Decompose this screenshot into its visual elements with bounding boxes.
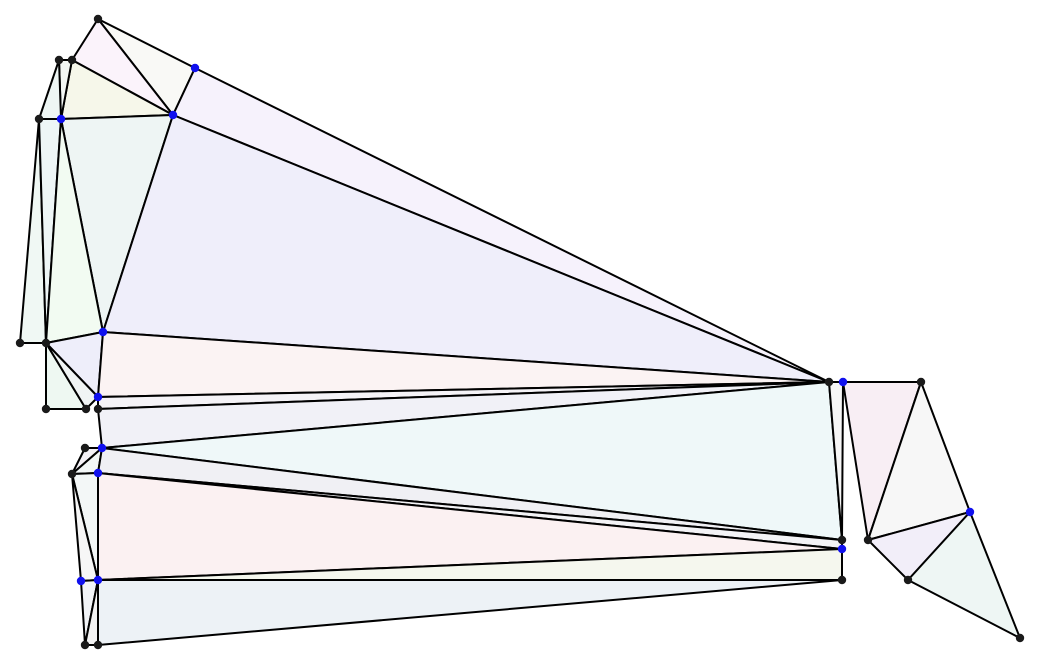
black-vertex-28 [837,575,847,585]
mesh-triangles [19,18,1021,646]
black-vertex-8 [41,338,51,348]
blue-vertex-1 [190,63,200,73]
blue-vertex-20 [93,468,103,478]
mesh-triangle-33 [97,579,843,646]
black-vertex-30 [93,640,103,650]
black-vertex-23 [863,535,873,545]
blue-vertex-6 [168,110,178,120]
mesh-triangle-22 [907,511,1021,639]
mesh-triangle-18 [828,381,844,541]
black-vertex-19 [67,469,77,479]
blue-vertex-18 [97,443,107,453]
blue-vertex-5 [56,114,66,124]
mesh-triangle-5 [38,59,62,120]
black-vertex-10 [41,404,51,414]
blue-vertex-22 [837,544,847,554]
black-vertex-14 [824,377,834,387]
black-vertex-13 [93,404,103,414]
blue-vertex-15 [838,377,848,387]
black-vertex-16 [916,377,926,387]
mesh-vertices [15,14,1025,650]
blue-vertex-26 [76,576,86,586]
black-vertex-3 [67,55,77,65]
blue-vertex-12 [93,392,103,402]
black-vertex-7 [15,338,25,348]
black-vertex-17 [80,443,90,453]
black-vertex-0 [93,14,103,24]
black-vertex-29 [80,640,90,650]
mesh-triangle-13 [45,342,99,410]
black-vertex-11 [81,404,91,414]
blue-vertex-24 [965,507,975,517]
black-vertex-31 [1015,633,1025,643]
black-vertex-2 [54,55,64,65]
blue-vertex-9 [98,327,108,337]
blue-vertex-27 [93,575,103,585]
black-vertex-21 [837,535,847,545]
black-vertex-4 [34,114,44,124]
black-vertex-25 [903,575,913,585]
